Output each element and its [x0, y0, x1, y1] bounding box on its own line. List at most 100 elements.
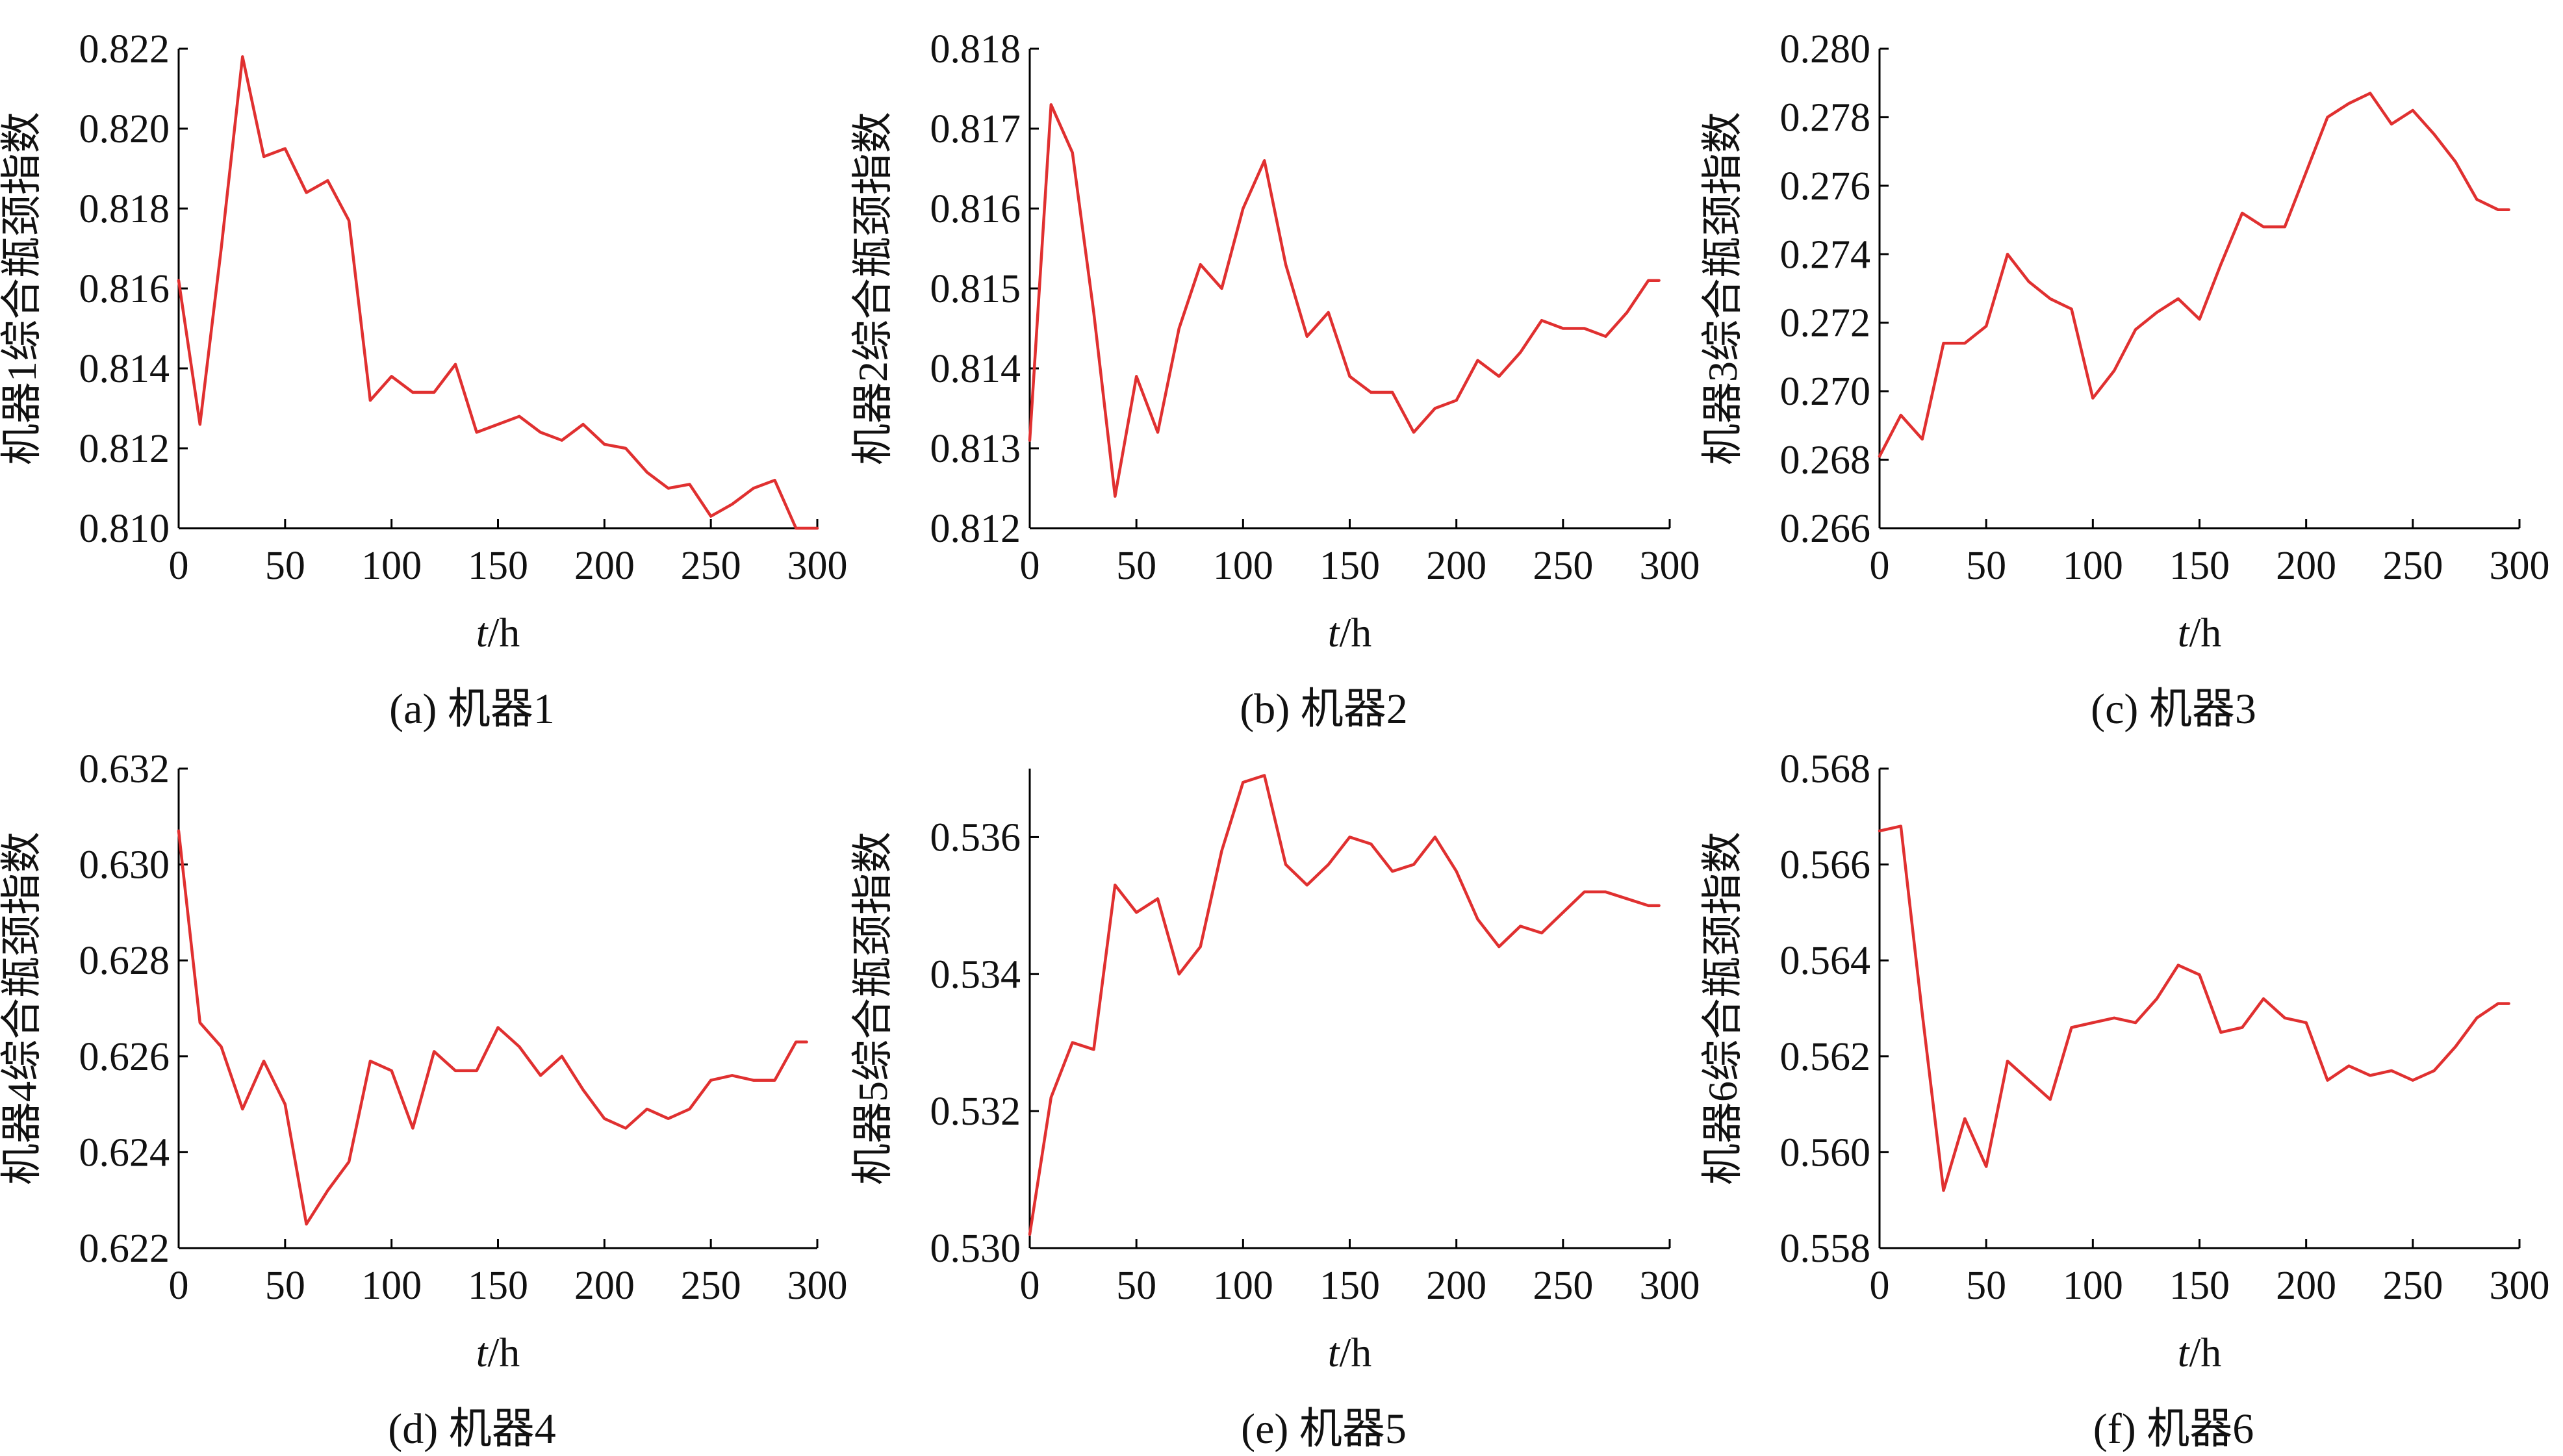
- y-tick-label: 0.630: [79, 843, 170, 888]
- y-tick-label: 0.268: [1780, 439, 1871, 483]
- x-tick-label: 100: [2063, 544, 2123, 588]
- x-axis-title-var: t: [2178, 1329, 2191, 1375]
- y-tick-label: 0.810: [79, 507, 170, 551]
- y-tick-label: 0.816: [930, 187, 1021, 231]
- y-tick-label: 0.626: [79, 1035, 170, 1079]
- y-tick-label: 0.568: [1780, 747, 1871, 791]
- chart-b: 0 50 100 150 200 250 300 0.812 0.813 0.814 0.815 0.…: [850, 27, 1700, 733]
- caption: (b) 机器2: [1240, 685, 1407, 733]
- x-tick-label: 150: [1320, 1264, 1380, 1308]
- x-tick-label: 250: [681, 1264, 741, 1308]
- x-tick-label: 0: [1870, 1264, 1890, 1308]
- x-axis-title-unit: /h: [1340, 1329, 1372, 1375]
- x-axis-title-unit: /h: [488, 1329, 520, 1375]
- y-axis-title: 机器5综合瓶颈指数: [850, 832, 896, 1185]
- y-tick-label: 0.812: [79, 427, 170, 471]
- series-line: [177, 55, 819, 530]
- y-tick-label: 0.814: [79, 347, 170, 391]
- y-tick-label: 0.812: [930, 507, 1021, 551]
- x-tick-label: 100: [2063, 1264, 2123, 1308]
- x-tick-label: 50: [1966, 544, 2006, 588]
- chart-d: 0 50 100 150 200 250 300 0.622 0.624 0.626 0.628 0.…: [0, 747, 848, 1453]
- y-axis-title: 机器2综合瓶颈指数: [850, 112, 896, 465]
- x-tick-label: 150: [468, 1264, 528, 1308]
- y-tick-label: 0.266: [1780, 507, 1871, 551]
- x-axis-title-unit: /h: [2189, 609, 2222, 656]
- x-tick-label: 0: [169, 544, 189, 588]
- caption: (c) 机器3: [2091, 685, 2256, 733]
- x-tick-label: 250: [681, 544, 741, 588]
- x-axis-title: t/h: [1328, 1329, 1372, 1375]
- x-tick-label: 100: [1213, 1264, 1273, 1308]
- x-axis-title-var: t: [2178, 609, 2191, 656]
- chart-c: 0 50 100 150 200 250 300 0.266 0.268 0.270 0.272 0.…: [1700, 27, 2550, 733]
- y-axis-title: 机器3综合瓶颈指数: [1700, 112, 1746, 465]
- x-tick-label: 0: [1020, 544, 1040, 588]
- y-tick-label: 0.820: [79, 107, 170, 151]
- x-tick-label: 150: [2169, 1264, 2230, 1308]
- x-tick-label: 200: [2276, 544, 2336, 588]
- y-tick-label: 0.280: [1780, 27, 1871, 71]
- y-tick-label: 0.276: [1780, 164, 1871, 209]
- x-tick-label: 200: [1426, 1264, 1486, 1308]
- y-tick-label: 0.628: [79, 939, 170, 983]
- y-tick-label: 0.558: [1780, 1227, 1871, 1271]
- caption: (e) 机器5: [1241, 1405, 1407, 1453]
- x-axis-title-var: t: [1328, 609, 1341, 656]
- y-tick-label: 0.818: [930, 27, 1021, 71]
- x-tick-label: 150: [2169, 544, 2230, 588]
- x-tick-label: 300: [787, 544, 848, 588]
- x-tick-label: 300: [2490, 1264, 2550, 1308]
- y-tick-label: 0.530: [930, 1227, 1021, 1271]
- y-tick-label: 0.562: [1780, 1035, 1871, 1079]
- x-tick-label: 250: [2382, 544, 2443, 588]
- x-axis-title: t/h: [2178, 609, 2222, 656]
- x-tick-label: 200: [574, 1264, 635, 1308]
- y-tick-label: 0.622: [79, 1227, 170, 1271]
- x-tick-label: 100: [361, 1264, 422, 1308]
- caption: (a) 机器1: [389, 685, 555, 733]
- y-tick-label: 0.534: [930, 952, 1021, 997]
- x-tick-label: 50: [1116, 1264, 1156, 1308]
- y-tick-label: 0.274: [1780, 233, 1871, 277]
- x-tick-label: 300: [2490, 544, 2550, 588]
- x-tick-label: 0: [169, 1264, 189, 1308]
- y-tick-label: 0.814: [930, 347, 1021, 391]
- y-tick-label: 0.532: [930, 1090, 1021, 1134]
- y-tick-label: 0.272: [1780, 301, 1871, 346]
- series-line: [1878, 824, 2510, 1192]
- y-axis-title: 机器6综合瓶颈指数: [1700, 832, 1746, 1185]
- chart-a: 0 50 100 150 200 250 300 0.810 0.812 0.814 0.816 0.…: [0, 27, 848, 733]
- series-line: [1028, 774, 1661, 1236]
- x-tick-label: 50: [1966, 1264, 2006, 1308]
- y-tick-label: 0.566: [1780, 843, 1871, 888]
- y-tick-label: 0.817: [930, 107, 1021, 151]
- x-axis-title: t/h: [2178, 1329, 2222, 1375]
- x-tick-label: 200: [2276, 1264, 2336, 1308]
- x-tick-label: 0: [1020, 1264, 1040, 1308]
- x-axis-title-var: t: [476, 609, 489, 656]
- x-axis-title-var: t: [476, 1329, 489, 1375]
- x-tick-label: 100: [361, 544, 422, 588]
- y-tick-label: 0.564: [1780, 939, 1871, 983]
- x-axis-title: t/h: [1328, 609, 1372, 656]
- chart-f: 0 50 100 150 200 250 300 0.558 0.560 0.562 0.564 0.…: [1700, 747, 2550, 1453]
- y-tick-label: 0.624: [79, 1130, 170, 1175]
- x-tick-label: 250: [1533, 1264, 1593, 1308]
- x-axis-title: t/h: [476, 1329, 520, 1375]
- chart-e: 0 50 100 150 200 250 300 0.530 0.532 0.534 0.536 t/…: [850, 769, 1700, 1453]
- y-tick-label: 0.632: [79, 747, 170, 791]
- y-tick-label: 0.560: [1780, 1130, 1871, 1175]
- x-tick-label: 0: [1870, 544, 1890, 588]
- x-tick-label: 50: [265, 1264, 305, 1308]
- x-tick-label: 50: [265, 544, 305, 588]
- x-tick-label: 300: [1640, 544, 1700, 588]
- y-tick-label: 0.536: [930, 815, 1021, 860]
- x-tick-label: 50: [1116, 544, 1156, 588]
- x-axis-title: t/h: [476, 609, 520, 656]
- x-tick-label: 300: [1640, 1264, 1700, 1308]
- y-tick-label: 0.278: [1780, 96, 1871, 140]
- y-axis-title: 机器4综合瓶颈指数: [0, 832, 45, 1185]
- x-axis-title-unit: /h: [1340, 609, 1372, 656]
